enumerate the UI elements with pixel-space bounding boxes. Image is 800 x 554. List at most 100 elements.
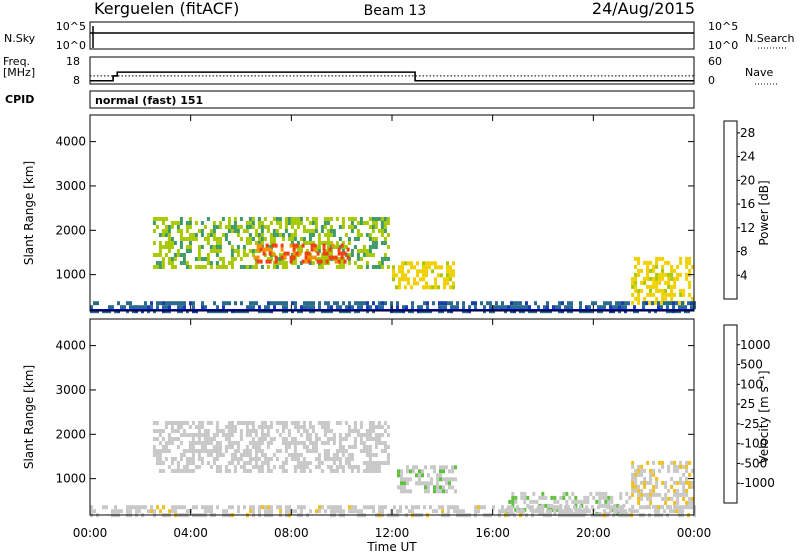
heatmap-cell-3: [640, 496, 644, 501]
heatmap-cell-0: [344, 421, 348, 425]
heatmap-cell-4: [498, 509, 501, 514]
heatmap-cell-4: [366, 505, 369, 510]
heatmap-cell-4: [633, 509, 636, 514]
heatmap-cell-4: [609, 509, 612, 514]
heatmap-cell-4: [150, 301, 153, 306]
heatmap-cell-1: [283, 255, 287, 260]
heatmap-cell-4: [516, 305, 519, 310]
heatmap-cell-1: [256, 255, 260, 260]
heatmap-cell-3: [637, 256, 641, 261]
heatmap-cell-3: [691, 296, 695, 301]
heatmap-cell-2: [416, 269, 419, 274]
heatmap-cell-0: [266, 229, 270, 233]
power-heatmap: [90, 217, 696, 314]
heatmap-cell-4: [228, 505, 231, 510]
heatmap-cell-0: [215, 433, 219, 437]
heatmap-cell-0: [293, 217, 297, 221]
heatmap-cell-0: [329, 457, 333, 461]
heatmap-cell-0: [320, 469, 324, 473]
heatmap-cell-0: [188, 217, 192, 221]
cpid-value: normal (fast) 151: [95, 94, 203, 107]
heatmap-cell-0: [227, 425, 231, 429]
x-tick-label: 08:00: [274, 526, 309, 540]
heatmap-cell-4: [225, 509, 228, 514]
heatmap-cell-0: [380, 217, 384, 221]
heatmap-cell-0: [371, 245, 375, 249]
heatmap-cell-0: [374, 461, 378, 465]
heatmap-cell-0: [203, 265, 207, 269]
heatmap-cell-0: [188, 449, 192, 453]
heatmap-cell-4: [687, 301, 690, 306]
heatmap-cell-1: [316, 259, 320, 264]
heatmap-cell-4: [441, 301, 444, 306]
heatmap-cell-4: [462, 509, 465, 514]
heatmap-cell-4: [300, 305, 303, 310]
heatmap-cell-4: [567, 509, 570, 514]
heatmap-cell-0: [380, 233, 384, 237]
heatmap-cell-0: [335, 241, 339, 245]
heatmap-cell-3: [655, 288, 659, 293]
heatmap-cell-3: [676, 272, 680, 277]
freq-panel: [89, 56, 695, 85]
heatmap-cell-4: [528, 505, 531, 510]
heatmap-cell-4: [441, 305, 444, 310]
heatmap-cell-4: [321, 505, 324, 510]
heatmap-cell-4: [120, 305, 123, 310]
heatmap-cell-1: [439, 465, 442, 470]
heatmap-cell-4: [408, 509, 411, 514]
heatmap-cell-2: [544, 495, 548, 500]
heatmap-cell-0: [161, 257, 165, 261]
heatmap-cell-2: [610, 495, 614, 500]
heatmap-cell-0: [197, 421, 201, 425]
heatmap-cell-4: [564, 505, 567, 510]
heatmap-cell-0: [377, 217, 381, 221]
heatmap-cell-0: [155, 217, 159, 221]
heatmap-cell-2: [443, 285, 446, 290]
heatmap-cell-4: [489, 301, 492, 306]
heatmap-cell-1: [400, 485, 403, 490]
heatmap-cell-0: [230, 229, 234, 233]
heatmap-cell-0: [152, 221, 156, 225]
heatmap-cell-3: [670, 460, 674, 465]
heatmap-cell-0: [332, 233, 336, 237]
heatmap-cell-2: [571, 491, 575, 496]
heatmap-cell-0: [248, 217, 252, 221]
heatmap-cell-4: [306, 301, 309, 306]
station-title: Kerguelen (fitACF): [94, 0, 239, 18]
heatmap-cell-0: [329, 217, 333, 221]
heatmap-cell-0: [215, 425, 219, 429]
heatmap-cell-0: [188, 245, 192, 249]
heatmap-cell-2: [449, 273, 452, 278]
heatmap-cell-0: [299, 461, 303, 465]
heatmap-cell-0: [158, 245, 162, 249]
heatmap-cell-4: [549, 509, 552, 514]
heatmap-cell-3: [682, 492, 686, 497]
heatmap-cell-0: [272, 437, 276, 441]
heatmap-cell-4: [372, 505, 375, 510]
heatmap-cell-0: [371, 229, 375, 233]
heatmap-cell-0: [167, 257, 171, 261]
heatmap-cell-0: [164, 457, 168, 461]
heatmap-cell-3: [652, 264, 656, 269]
heatmap-cell-4: [162, 305, 165, 310]
heatmap-cell-0: [335, 245, 339, 249]
heatmap-cell-0: [242, 449, 246, 453]
heatmap-cell-1: [436, 477, 439, 482]
heatmap-cell-1: [397, 473, 400, 478]
freq-tick-top: 18: [66, 55, 80, 68]
heatmap-cell-4: [108, 305, 111, 310]
heatmap-cell-3: [649, 496, 653, 501]
heatmap-cell-2: [392, 265, 395, 270]
heatmap-cell-0: [338, 421, 342, 425]
heatmap-cell-0: [254, 265, 258, 269]
colorbar-tick-label: 100: [740, 377, 763, 391]
heatmap-cell-0: [317, 457, 321, 461]
heatmap-cell-3: [661, 272, 665, 277]
heatmap-cell-3: [673, 504, 677, 509]
heatmap-cell-0: [293, 465, 297, 469]
heatmap-cell-0: [347, 465, 351, 469]
heatmap-cell-3: [661, 268, 665, 273]
heatmap-cell-4: [690, 505, 693, 510]
heatmap-cell-3: [637, 272, 641, 277]
